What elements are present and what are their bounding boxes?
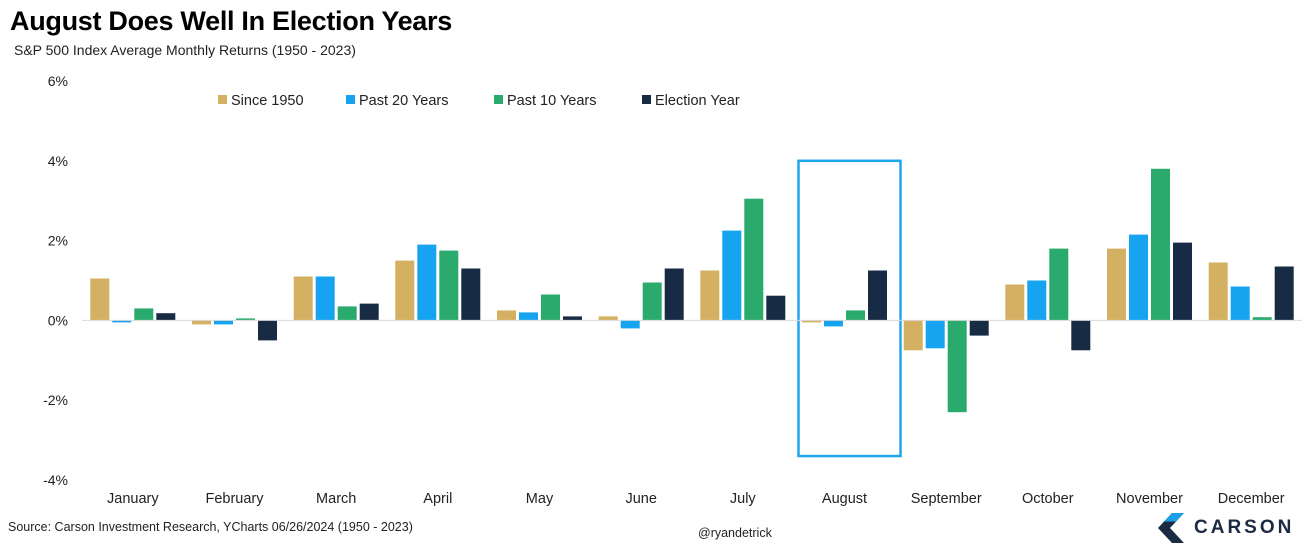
bar-election-year [664,268,684,321]
chart-title: August Does Well In Election Years [10,6,452,36]
x-tick-label: May [526,491,554,507]
bar-past-10-years [642,282,662,321]
bar-since-1950 [802,320,821,323]
carson-logo-text: CARSON [1194,517,1295,538]
bar-past-20-years [519,312,538,321]
x-tick-label: August [822,491,867,507]
legend-swatch [346,95,355,104]
bar-election-year [969,320,989,336]
bar-past-20-years [1027,280,1047,321]
bar-election-year [563,316,582,321]
bar-election-year [766,295,786,321]
y-tick-label: 2% [48,233,68,249]
chart: 6% 4% 2% 0% -2% -4% January February March April M… [43,73,1302,507]
bar-election-year [868,270,887,321]
bar-since-1950 [395,260,415,321]
bar-since-1950 [497,310,516,321]
x-tick-label: November [1116,491,1183,507]
bar-past-10-years [541,294,560,321]
bar-election-year [461,268,481,321]
bar-since-1950 [700,270,720,321]
bar-past-10-years [1151,168,1170,321]
author-handle: @ryandetrick [698,526,772,540]
bar-election-year [1274,266,1294,321]
bar-since-1950 [192,320,211,325]
bar-past-20-years [417,244,437,321]
x-tick-label: July [730,491,757,507]
x-tick-label: October [1022,491,1074,507]
x-tick-label: September [911,491,982,507]
legend-swatch [494,95,503,104]
legend-label: Past 10 Years [507,93,597,109]
bar-election-year [359,303,379,321]
bar-since-1950 [598,316,618,321]
bar-past-20-years [824,320,843,327]
bar-since-1950 [1107,248,1126,321]
bar-past-10-years [1049,248,1069,321]
bar-past-20-years [1230,286,1250,321]
bar-past-10-years [1252,317,1272,321]
bar-since-1950 [293,276,313,321]
bar-since-1950 [90,278,110,321]
y-tick-label: 4% [48,153,68,169]
y-tick-label: 0% [48,312,68,328]
bar-past-10-years [337,306,357,321]
y-tick-label: -4% [43,472,68,488]
legend-label: Election Year [655,93,740,109]
source-note: Source: Carson Investment Research, YCha… [8,520,413,534]
x-tick-label: January [107,491,159,507]
bar-past-20-years [315,276,335,321]
bar-since-1950 [903,320,923,351]
y-tick-label: -2% [43,392,68,408]
carson-chevron-logo-icon [1158,513,1184,543]
x-tick-label: June [625,491,656,507]
carson-logo: CARSON [1158,512,1294,544]
highlight-box [797,159,902,458]
legend-label: Past 20 Years [359,93,449,109]
legend-swatch [218,95,227,104]
bar-past-20-years [722,230,742,321]
bar-past-10-years [236,318,255,321]
bar-past-10-years [744,198,764,321]
bar-past-20-years [925,320,945,349]
bar-past-20-years [214,320,233,325]
x-tick-label: April [423,491,452,507]
bar-past-20-years [620,320,640,329]
legend-label: Since 1950 [231,93,304,109]
chart-subtitle: S&P 500 Index Average Monthly Returns (1… [14,42,356,58]
bar-election-year [1071,320,1091,351]
bar-election-year [156,313,176,321]
legend-swatch [642,95,651,104]
x-tick-label: March [316,491,356,507]
bar-past-10-years [439,250,459,321]
bar-past-10-years [134,308,154,321]
bar-since-1950 [1005,284,1025,321]
bar-past-10-years [846,310,865,321]
bar-past-20-years [112,320,132,323]
x-tick-label: December [1218,491,1285,507]
bar-election-year [258,320,277,341]
bar-past-10-years [947,320,967,413]
bar-past-20-years [1129,234,1148,321]
bar-since-1950 [1208,262,1228,321]
bar-election-year [1173,242,1192,321]
x-tick-label: February [205,491,264,507]
y-tick-label: 6% [48,73,68,89]
